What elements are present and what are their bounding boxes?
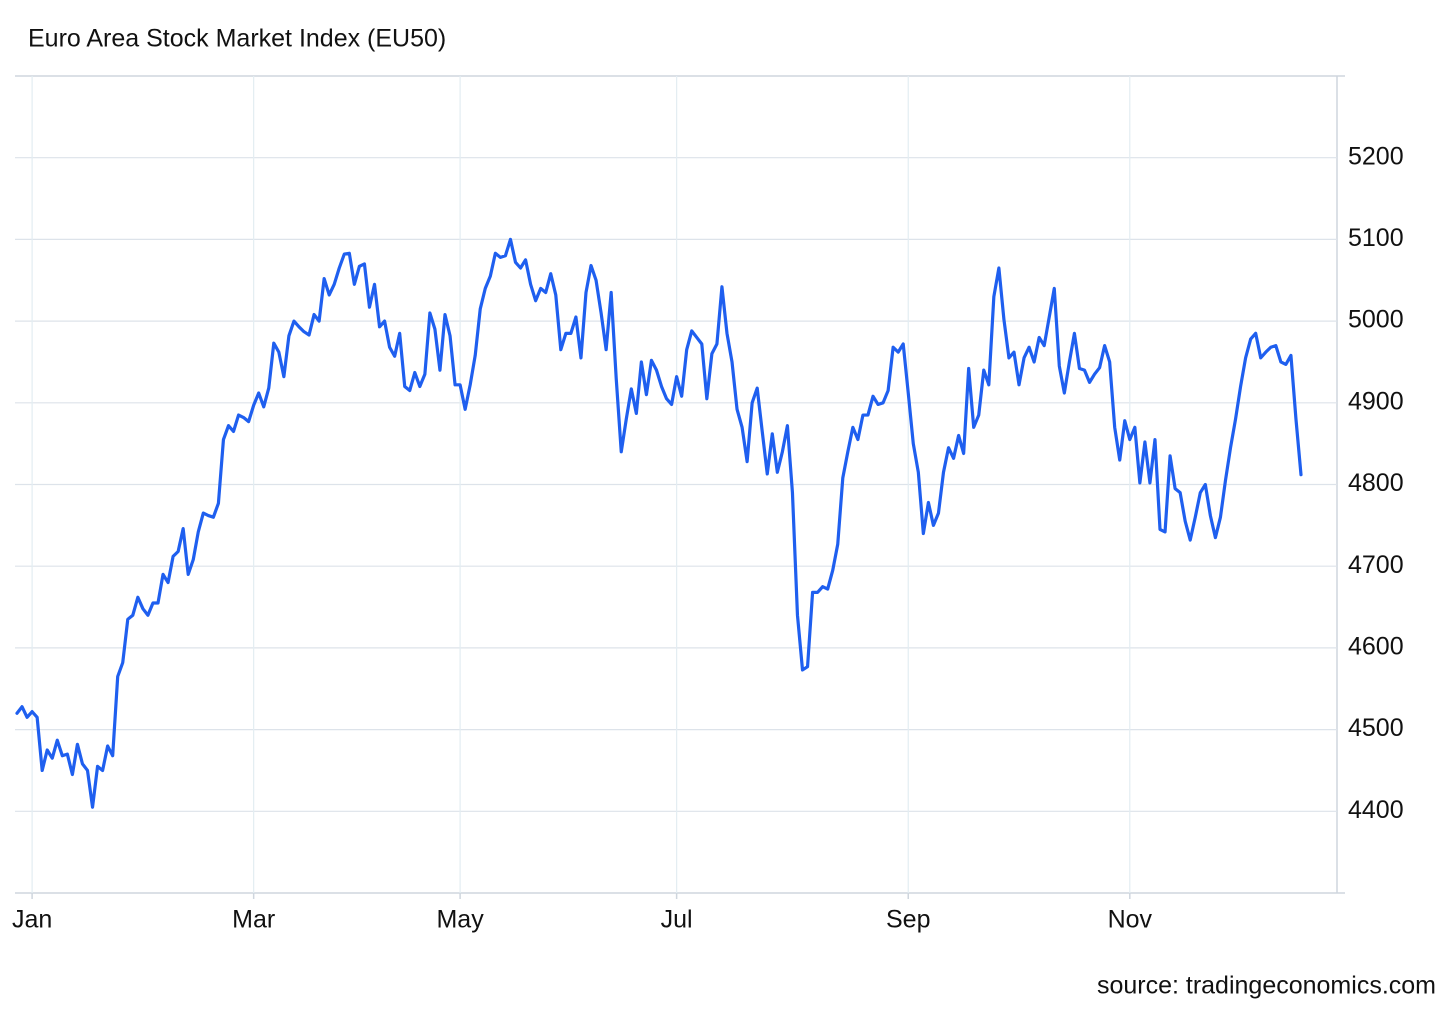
x-tick-label: Nov bbox=[1108, 906, 1153, 934]
chart-title: Euro Area Stock Market Index (EU50) bbox=[28, 25, 446, 53]
y-tick-label: 4500 bbox=[1348, 714, 1404, 742]
y-tick-label: 5200 bbox=[1348, 142, 1404, 170]
y-tick-label: 4800 bbox=[1348, 469, 1404, 497]
source-note: source: tradingeconomics.com bbox=[1097, 972, 1436, 1000]
y-tick-label: 4400 bbox=[1348, 796, 1404, 824]
y-tick-label: 4700 bbox=[1348, 551, 1404, 579]
x-tick-label: Mar bbox=[232, 906, 275, 934]
x-tick-label: May bbox=[436, 906, 484, 934]
y-tick-label: 5100 bbox=[1348, 224, 1404, 252]
x-tick-label: Jul bbox=[661, 906, 693, 934]
x-tick-label: Jan bbox=[12, 906, 52, 934]
y-tick-label: 4900 bbox=[1348, 387, 1404, 415]
series-line bbox=[15, 237, 1303, 809]
y-tick-label: 4600 bbox=[1348, 633, 1404, 661]
x-tick-label: Sep bbox=[886, 906, 930, 934]
y-tick-label: 5000 bbox=[1348, 306, 1404, 334]
